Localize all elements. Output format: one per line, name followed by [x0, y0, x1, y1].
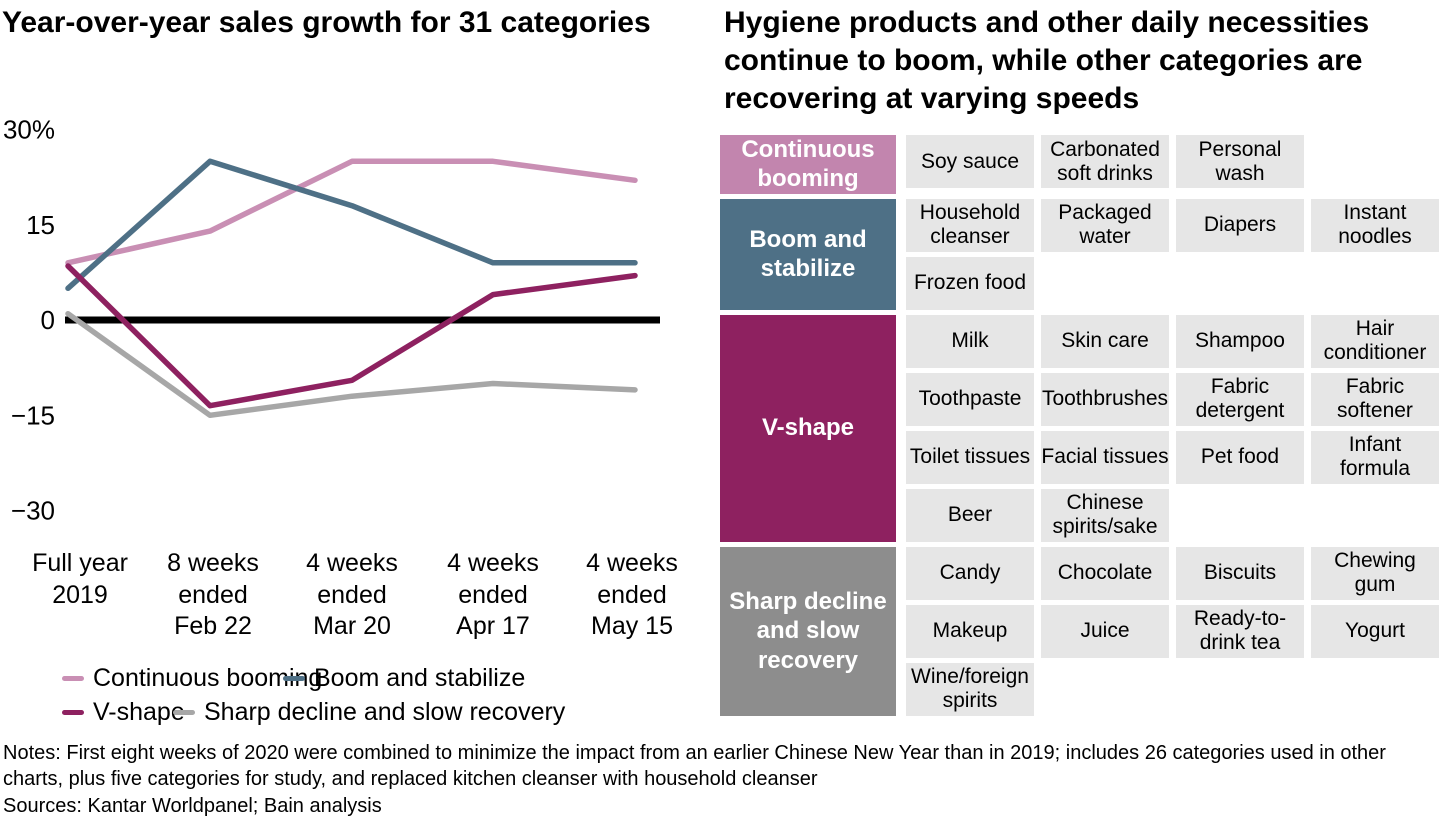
- category-cell: Makeup: [906, 604, 1034, 658]
- category-cell: Fabric softener: [1311, 372, 1439, 426]
- category-cell: Toothpaste: [906, 372, 1034, 426]
- category-cell: Beer: [906, 488, 1034, 542]
- category-cell: Household cleanser: [906, 198, 1034, 252]
- category-cell: Soy sauce: [906, 135, 1034, 188]
- series-line-boom-and-stabilize: [65, 158, 638, 292]
- segment-row-continuous-booming: Continuous booming Soy sauce Carbonated so…: [720, 135, 1439, 194]
- x-axis-label: 4 weeks ended Mar 20: [306, 549, 398, 640]
- category-cell: Toilet tissues: [906, 430, 1034, 484]
- series-line-continuous-booming: [65, 158, 638, 266]
- segment-items: Milk Skin care Shampoo Hair conditioner Toot…: [906, 314, 1439, 542]
- segment-label: V-shape: [720, 314, 896, 542]
- legend-label: V-shape: [93, 698, 185, 726]
- category-cell: Chewing gum: [1311, 546, 1439, 600]
- category-cell: Facial tissues: [1041, 430, 1169, 484]
- right-panel-title: Hygiene products and other daily necessi…: [724, 6, 1370, 116]
- segment-row-sharp-decline-and-slow-recovery: Sharp decline and slow recovery Candy Choc…: [720, 546, 1439, 716]
- legend-item-v-shape: V-shape: [62, 698, 185, 727]
- legend-dash-icon: [62, 710, 84, 715]
- category-cell: Packaged water: [1041, 198, 1169, 252]
- category-cell: Skin care: [1041, 314, 1169, 368]
- left-chart-title: Year-over-year sales growth for 31 categ…: [2, 6, 651, 39]
- series-line-sharp-decline-and-slow-recovery: [65, 310, 638, 419]
- legend-dash-icon: [62, 676, 84, 681]
- segment-label: Boom and stabilize: [720, 198, 896, 310]
- segment-row-boom-and-stabilize: Boom and stabilize Household cleanser Pack…: [720, 198, 1439, 310]
- x-axis-label: 8 weeks ended Feb 22: [167, 549, 259, 640]
- legend-dash-icon: [173, 710, 195, 715]
- category-cell: Frozen food: [906, 256, 1034, 310]
- sources-text: Sources: Kantar Worldpanel; Bain analysi…: [3, 794, 382, 817]
- legend-item-sharp-decline-and-slow-recovery: Sharp decline and slow recovery: [173, 698, 565, 727]
- category-cell: Personal wash: [1176, 135, 1304, 188]
- category-cell: Toothbrushes: [1041, 372, 1169, 426]
- notes-text: Notes: First eight weeks of 2020 were co…: [3, 742, 1386, 791]
- x-axis-label: 4 weeks ended Apr 17: [447, 549, 539, 640]
- segment-items: Soy sauce Carbonated soft drinks Personal …: [906, 135, 1439, 194]
- category-cell: Instant noodles: [1311, 198, 1439, 252]
- segment-label: Sharp decline and slow recovery: [720, 546, 896, 716]
- category-cell: Chinese spirits/sake: [1041, 488, 1169, 542]
- category-cell: Pet food: [1176, 430, 1304, 484]
- y-axis-tick: 0: [41, 305, 55, 335]
- category-cell: Diapers: [1176, 198, 1304, 252]
- y-axis-tick: 15: [26, 210, 55, 240]
- category-cell: Biscuits: [1176, 546, 1304, 600]
- category-cell: Milk: [906, 314, 1034, 368]
- category-cell: Carbonated soft drinks: [1041, 135, 1169, 188]
- legend-label: Sharp decline and slow recovery: [204, 698, 566, 726]
- legend-dash-icon: [283, 676, 305, 681]
- category-cell: Chocolate: [1041, 546, 1169, 600]
- y-axis-tick: 30%: [3, 115, 55, 145]
- category-cell: Fabric detergent: [1176, 372, 1304, 426]
- x-axis-labels: Full year 2019 8 weeks ended Feb 22 4 week…: [0, 548, 700, 648]
- category-cell: Hair conditioner: [1311, 314, 1439, 368]
- category-cell: Wine/foreign spirits: [906, 662, 1034, 716]
- category-cell: Juice: [1041, 604, 1169, 658]
- category-cell: Ready-to-drink tea: [1176, 604, 1304, 658]
- y-axis-tick: −30: [11, 496, 55, 526]
- category-cell: Candy: [906, 546, 1034, 600]
- zero-baseline: [65, 316, 660, 324]
- category-cell: Infant formula: [1311, 430, 1439, 484]
- segment-items: Household cleanser Packaged water Diapers I…: [906, 198, 1439, 310]
- segment-row-v-shape: V-shape Milk Skin care Shampoo Hair conditio…: [720, 314, 1439, 542]
- legend-label: Boom and stabilize: [314, 664, 526, 692]
- category-cell: Shampoo: [1176, 314, 1304, 368]
- segment-items: Candy Chocolate Biscuits Chewing gum Makeup J…: [906, 546, 1439, 716]
- x-axis-label: 4 weeks ended May 15: [586, 549, 678, 640]
- x-axis-label: Full year 2019: [32, 549, 128, 609]
- segment-label: Continuous booming: [720, 135, 896, 194]
- footer-notes: Notes: First eight weeks of 2020 were co…: [3, 740, 1437, 819]
- y-axis-tick: −15: [11, 400, 55, 430]
- line-chart: 30% 15 0 −15 −30: [3, 115, 660, 526]
- legend-item-boom-and-stabilize: Boom and stabilize: [283, 664, 525, 693]
- series-line-v-shape: [65, 263, 638, 409]
- category-cell: Yogurt: [1311, 604, 1439, 658]
- category-segment-table: Continuous booming Soy sauce Carbonated so…: [720, 135, 1439, 721]
